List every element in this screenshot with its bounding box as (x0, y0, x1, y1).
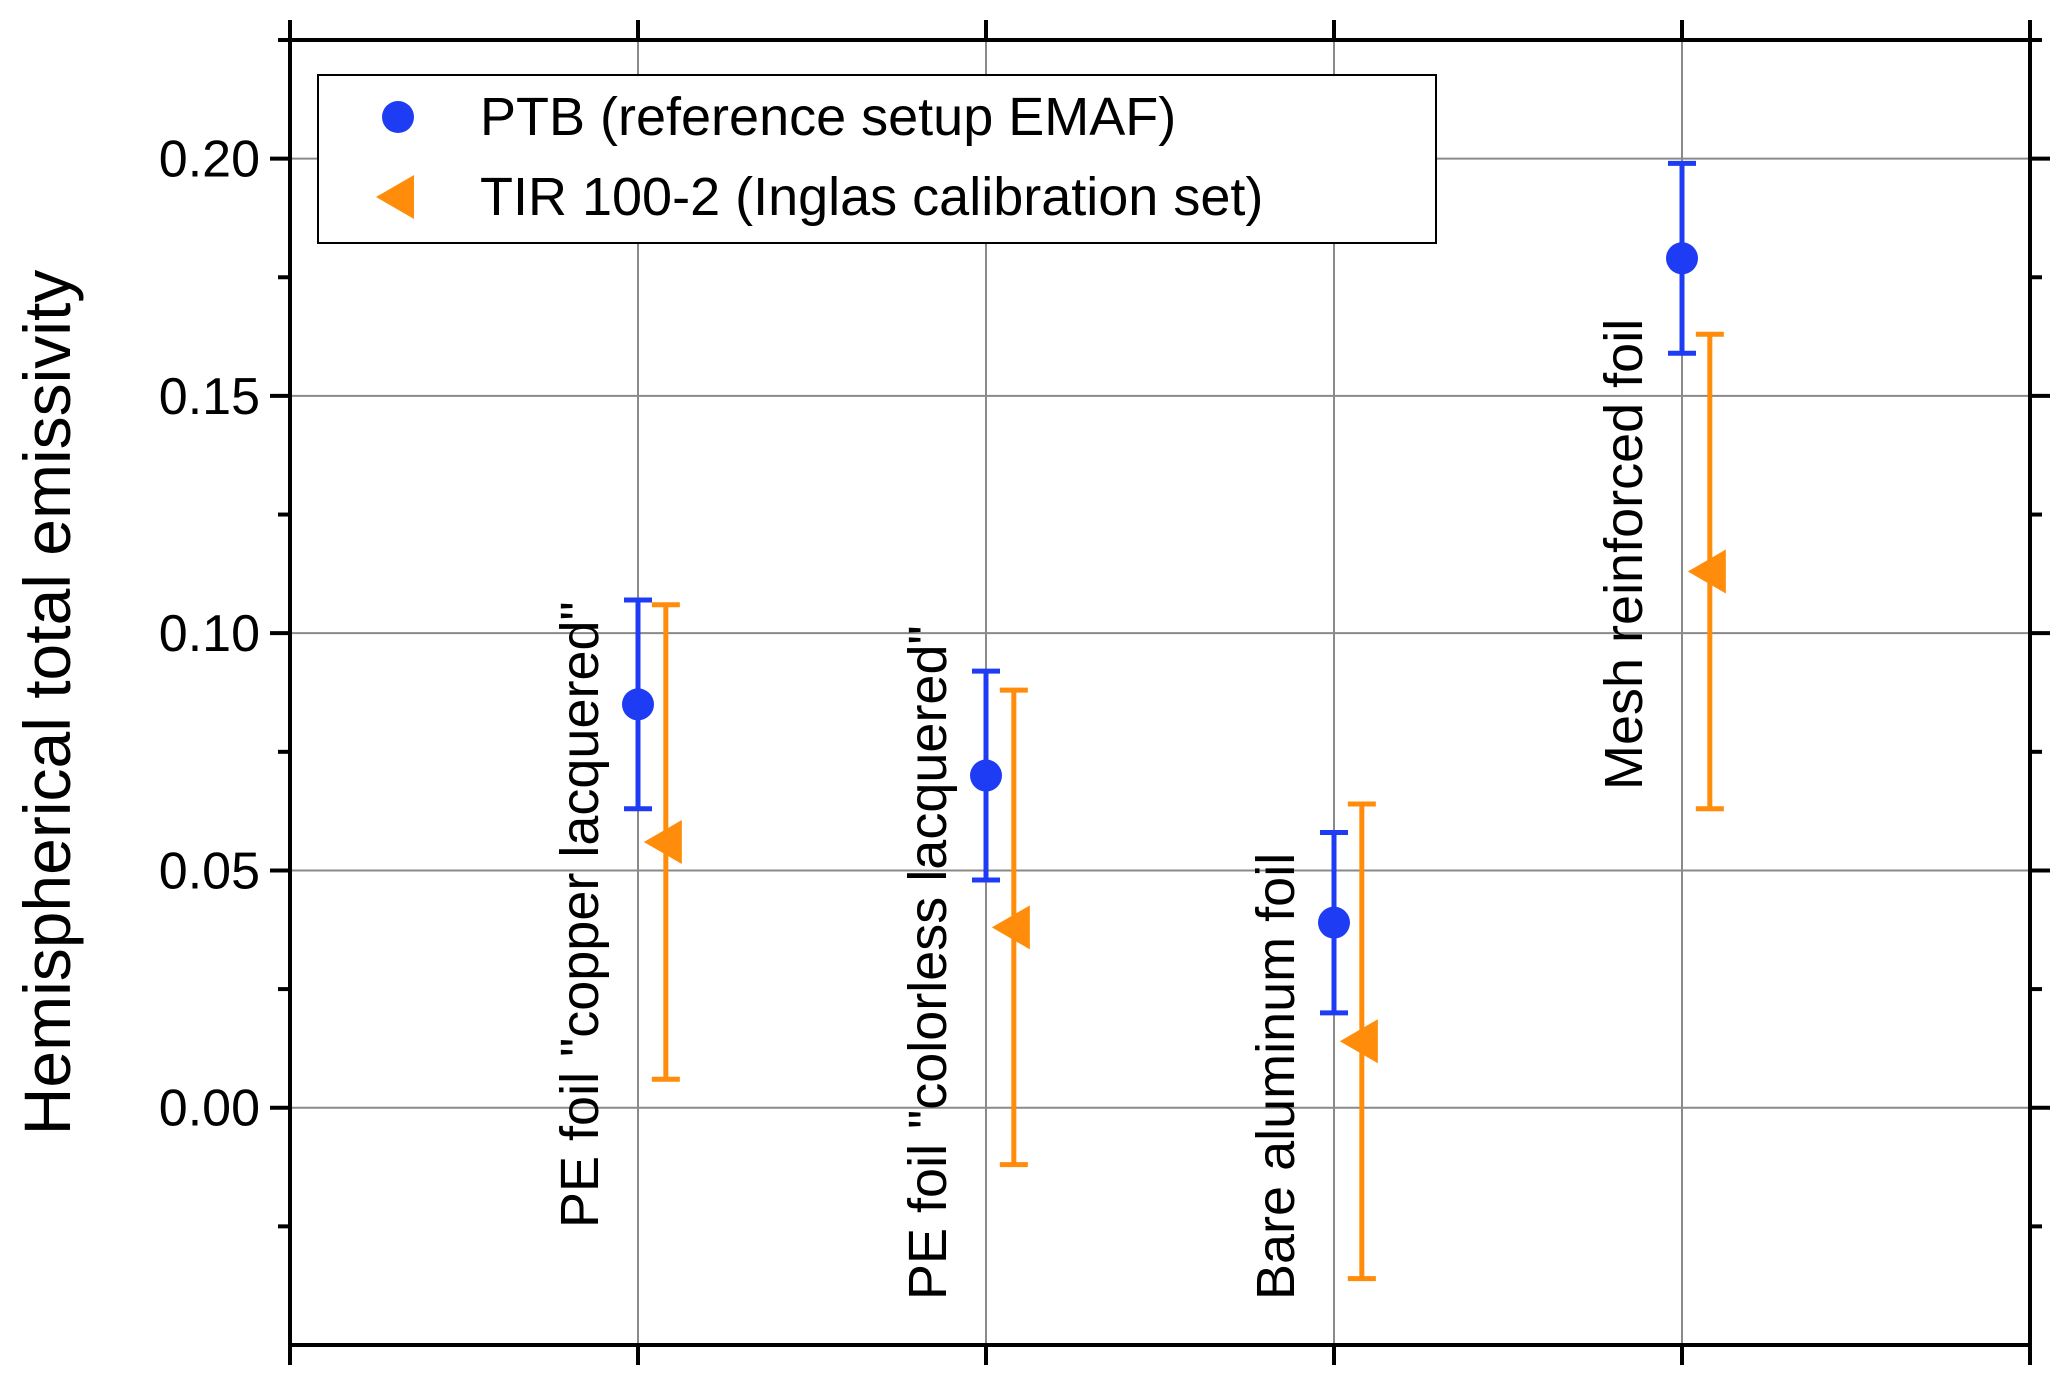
data-point-triangle (991, 905, 1030, 950)
y-tick-label: 0.05 (159, 842, 260, 900)
data-point-circle (970, 759, 1002, 792)
category-labels: PE foil "copper lacquered" PE foil "color… (550, 319, 1654, 1300)
y-tick-label: 0.10 (159, 605, 260, 663)
y-tick-label: 0.15 (159, 368, 260, 426)
data-point-circle (1666, 242, 1698, 275)
legend-label: PTB (reference setup EMAF) (480, 87, 1176, 147)
legend-label: TIR 100-2 (Inglas calibration set) (480, 167, 1263, 227)
data-point-triangle (643, 819, 682, 864)
legend-marker-circle (382, 101, 414, 133)
plot-frame (288, 38, 2032, 1347)
axes (270, 20, 2050, 1365)
category-label: PE foil "colorless lacquered" (898, 625, 958, 1300)
category-label: Bare aluminum foil (1246, 853, 1306, 1300)
y-tick-labels: 0.00 0.05 0.10 0.15 0.20 (159, 131, 260, 1138)
category-label: PE foil "copper lacquered" (550, 601, 610, 1228)
legend-marker-triangle (376, 175, 414, 219)
y-tick-label: 0.00 (159, 1080, 260, 1138)
data-point-circle (622, 688, 654, 721)
data-marks (622, 160, 1726, 1282)
data-point-triangle (1687, 549, 1726, 594)
data-point-triangle (1339, 1019, 1378, 1064)
legend: PTB (reference setup EMAF) TIR 100-2 (Ing… (317, 74, 1437, 244)
y-tick-label: 0.20 (159, 131, 260, 189)
category-label: Mesh reinforced foil (1594, 319, 1654, 790)
legend-box (317, 74, 1437, 244)
y-axis-label: Hemispherical total emissivity (10, 270, 84, 1136)
data-point-circle (1318, 906, 1350, 939)
